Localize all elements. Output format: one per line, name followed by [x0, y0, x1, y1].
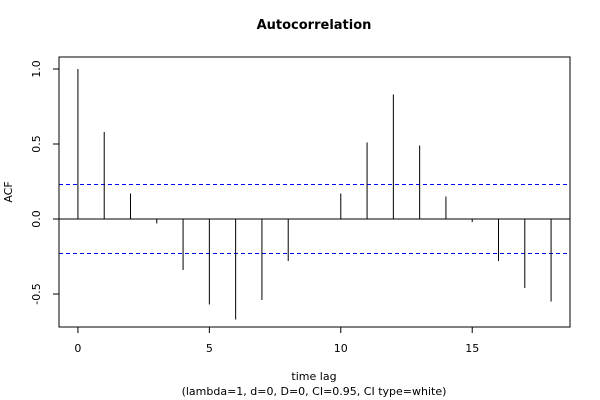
chart-subtitle: (lambda=1, d=0, D=0, CI=0.95, CI type=wh… — [182, 385, 447, 398]
y-axis: -0.5 0.0 0.5 1.0 — [30, 60, 60, 305]
acf-bars — [77, 69, 552, 320]
x-tick-label: 5 — [206, 342, 213, 355]
x-tick-label: 10 — [334, 342, 348, 355]
x-tick-label: 0 — [74, 342, 81, 355]
ci-lines — [59, 184, 570, 254]
x-axis: 0 5 10 15 — [74, 326, 479, 355]
chart-title: Autocorrelation — [257, 18, 372, 33]
x-tick-label: 15 — [465, 342, 479, 355]
y-axis-label: ACF — [2, 181, 15, 202]
plot-frame — [58, 56, 571, 328]
x-axis-label: time lag — [291, 370, 336, 383]
y-tick-label: 1.0 — [30, 60, 43, 78]
y-tick-label: 0.5 — [30, 135, 43, 153]
y-tick-label: -0.5 — [30, 283, 43, 304]
y-tick-label: 0.0 — [30, 210, 43, 228]
